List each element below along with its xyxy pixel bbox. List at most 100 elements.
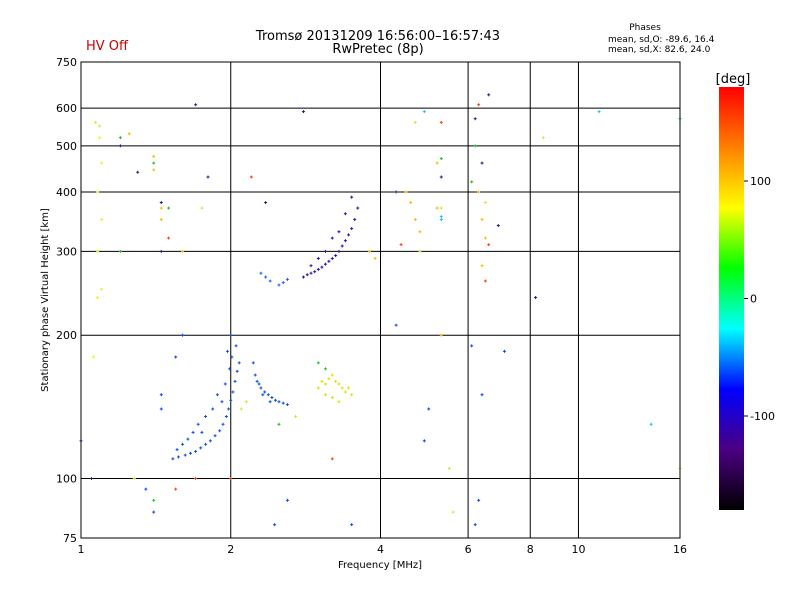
data-point xyxy=(98,124,102,128)
data-point xyxy=(213,434,217,438)
data-point xyxy=(477,103,481,107)
data-point xyxy=(132,477,136,481)
data-point xyxy=(337,249,341,253)
data-point xyxy=(473,117,477,121)
data-point xyxy=(330,395,334,399)
data-point xyxy=(174,355,178,359)
data-point xyxy=(356,206,360,210)
x-tick-label: 16 xyxy=(673,543,687,556)
data-point xyxy=(90,477,94,481)
data-point xyxy=(470,344,474,348)
data-point xyxy=(100,161,104,165)
phase-stats-o: mean, sd,O: -89.6, 16.4 xyxy=(608,35,715,45)
data-point xyxy=(255,379,259,383)
colorbar-tick-label: 100 xyxy=(750,175,771,188)
data-point xyxy=(281,281,285,285)
data-point xyxy=(347,233,351,237)
colorbar-tick-label: -100 xyxy=(750,410,775,423)
data-point xyxy=(316,386,320,390)
data-point xyxy=(277,400,281,404)
data-point xyxy=(399,243,403,247)
y-tick-label: 200 xyxy=(56,329,77,342)
data-point xyxy=(234,344,238,348)
data-point xyxy=(330,256,334,260)
data-point xyxy=(473,523,477,527)
data-point xyxy=(118,144,122,148)
data-point xyxy=(350,227,354,231)
data-point xyxy=(309,264,313,268)
data-point xyxy=(483,236,487,240)
data-point xyxy=(221,422,225,426)
x-tick-labels: 1 2 4 6 8 10 16 xyxy=(78,543,688,556)
data-point xyxy=(152,498,156,502)
data-point xyxy=(200,206,204,210)
data-point xyxy=(159,201,163,205)
data-point xyxy=(251,361,255,365)
data-point xyxy=(477,498,481,502)
data-point xyxy=(118,249,122,253)
data-point xyxy=(228,367,232,371)
y-tick-label: 300 xyxy=(56,245,77,258)
data-point xyxy=(159,249,163,253)
data-point xyxy=(353,218,357,222)
data-point xyxy=(98,136,102,140)
data-point xyxy=(223,382,227,386)
data-point xyxy=(285,498,289,502)
y-tick-label: 100 xyxy=(56,473,77,486)
data-point xyxy=(261,393,265,397)
data-point xyxy=(649,422,653,426)
data-point xyxy=(171,457,175,461)
data-point xyxy=(340,244,344,248)
data-point xyxy=(268,279,272,283)
data-point xyxy=(294,414,298,418)
data-point xyxy=(266,393,270,397)
data-point xyxy=(257,382,261,386)
data-point xyxy=(259,386,263,390)
data-point xyxy=(152,510,156,514)
data-point xyxy=(316,256,320,260)
data-point xyxy=(175,448,179,452)
data-point xyxy=(281,401,285,405)
data-point xyxy=(323,367,327,371)
data-point xyxy=(208,439,212,443)
chart-subtitle: RwPretec (8p) xyxy=(332,42,423,57)
data-point xyxy=(206,175,210,179)
data-point xyxy=(183,453,187,457)
data-point xyxy=(215,393,219,397)
data-point xyxy=(404,190,408,194)
data-point xyxy=(224,414,228,418)
data-point xyxy=(264,275,268,279)
data-point xyxy=(422,110,426,114)
data-point xyxy=(337,382,341,386)
data-point xyxy=(483,201,487,205)
data-point xyxy=(211,407,215,411)
colorbar-tick-label: 0 xyxy=(750,293,757,306)
x-tick-label: 4 xyxy=(377,543,384,556)
data-point xyxy=(451,510,455,514)
data-point xyxy=(487,93,491,97)
data-point xyxy=(268,400,272,404)
data-point xyxy=(270,395,274,399)
data-point xyxy=(285,403,289,407)
data-point xyxy=(323,382,327,386)
data-point xyxy=(301,110,305,114)
data-point xyxy=(394,190,398,194)
data-point xyxy=(152,154,156,158)
data-point xyxy=(427,407,431,411)
data-point xyxy=(285,277,289,281)
y-axis-label: Stationary phase Virtual Height [km] xyxy=(40,208,51,392)
data-point xyxy=(100,218,104,222)
data-point xyxy=(188,451,192,455)
x-axis-label: Frequency [MHz] xyxy=(338,560,422,571)
data-point xyxy=(167,236,171,240)
data-point xyxy=(94,120,98,124)
data-point xyxy=(144,487,148,491)
y-tick-label: 500 xyxy=(56,140,77,153)
data-point xyxy=(327,259,331,263)
data-point xyxy=(230,355,234,359)
data-point xyxy=(470,180,474,184)
data-point xyxy=(534,296,538,300)
data-point xyxy=(136,170,140,174)
y-tick-label: 75 xyxy=(63,532,77,545)
colorbar xyxy=(719,87,744,510)
